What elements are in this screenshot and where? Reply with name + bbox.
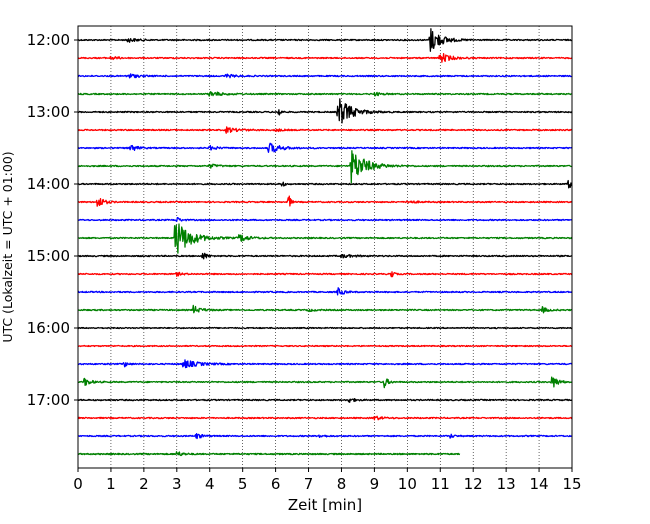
trace-row-1245 <box>77 91 573 97</box>
x-tick-label-9: 9 <box>370 475 380 493</box>
y-tick-label-5: 17:00 <box>27 391 70 409</box>
trace-row-1415 <box>77 195 573 207</box>
y-tick-label-1: 13:00 <box>27 103 70 121</box>
x-tick-label-15: 15 <box>562 475 581 493</box>
x-tick-label-14: 14 <box>530 475 549 493</box>
trace-row-1230 <box>77 73 573 79</box>
trace-row-1430 <box>77 217 573 222</box>
trace-row-1445 <box>77 223 573 254</box>
x-tick-label-6: 6 <box>271 475 281 493</box>
trace-row-1615 <box>77 344 573 348</box>
y-tick-label-4: 16:00 <box>27 319 70 337</box>
x-tick-label-1: 1 <box>106 475 116 493</box>
trace-row-1715 <box>77 415 573 421</box>
x-tick-label-12: 12 <box>464 475 483 493</box>
trace-row-1315 <box>77 126 573 134</box>
x-tick-label-10: 10 <box>398 475 417 493</box>
x-tick-label-4: 4 <box>205 475 215 493</box>
y-tick-label-3: 15:00 <box>27 247 70 265</box>
trace-row-1300 <box>77 98 573 124</box>
x-axis-label: Zeit [min] <box>288 496 362 514</box>
x-axis: 0 1 2 3 4 5 6 7 8 9 10 11 12 13 14 15 <box>73 468 582 493</box>
y-tick-label-0: 12:00 <box>27 31 70 49</box>
y-tick-label-2: 14:00 <box>27 175 70 193</box>
x-tick-label-13: 13 <box>497 475 516 493</box>
x-tick-label-7: 7 <box>304 475 314 493</box>
trace-row-1515 <box>77 271 573 278</box>
trace-row-1645 <box>77 376 573 389</box>
x-tick-label-3: 3 <box>172 475 182 493</box>
trace-row-1530 <box>77 287 573 296</box>
trace-row-1400 <box>77 179 573 189</box>
trace-row-1630 <box>77 359 573 369</box>
trace-row-1730 <box>77 432 573 440</box>
trace-row-1215 <box>77 53 573 63</box>
x-tick-label-11: 11 <box>431 475 450 493</box>
x-tick-label-2: 2 <box>139 475 149 493</box>
trace-row-1545 <box>77 304 573 314</box>
x-tick-label-8: 8 <box>337 475 347 493</box>
trace-row-1200 <box>77 28 573 52</box>
trace-row-1745 <box>77 451 461 457</box>
x-tick-label-0: 0 <box>73 475 83 493</box>
trace-row-1330 <box>77 142 573 153</box>
plot-frame <box>77 25 573 469</box>
trace-layer <box>77 28 573 457</box>
trace-row-1600 <box>77 326 573 330</box>
trace-row-1345 <box>77 150 573 184</box>
x-tick-label-5: 5 <box>238 475 248 493</box>
trace-row-1700 <box>77 398 573 403</box>
trace-row-1500 <box>77 252 573 260</box>
y-axis-label: UTC (Lokalzeit = UTC + 01:00) <box>0 151 15 342</box>
y-axis: 12:00 13:00 14:00 15:00 16:00 17:00 <box>27 31 78 409</box>
